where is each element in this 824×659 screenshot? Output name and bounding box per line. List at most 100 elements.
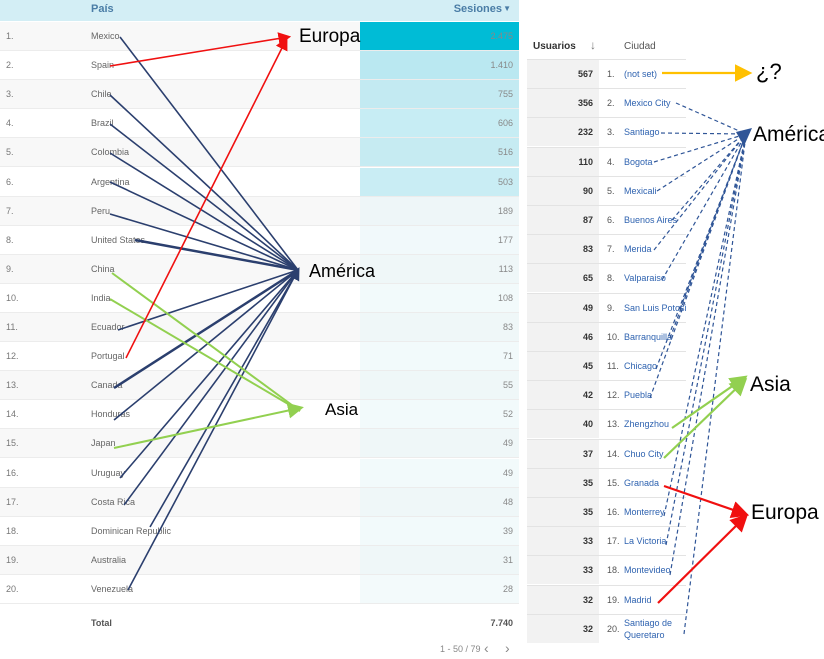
country-name[interactable]: Costa Rica bbox=[91, 496, 136, 507]
unknown-label-right: ¿? bbox=[756, 59, 782, 84]
sessions-bar bbox=[360, 545, 519, 574]
country-name[interactable]: Portugal bbox=[91, 351, 125, 362]
table-row[interactable]: 567 1. (not set) bbox=[527, 59, 686, 88]
table-row[interactable]: 19. Australia 31 bbox=[0, 545, 519, 575]
city-link[interactable]: (not set) bbox=[624, 69, 658, 79]
table-row[interactable]: 17. Costa Rica 48 bbox=[0, 487, 519, 517]
sessions-value: 39 bbox=[502, 525, 513, 536]
next-page-button[interactable]: › bbox=[505, 640, 510, 656]
country-name[interactable]: Colombia bbox=[91, 147, 130, 158]
users-value: 33 bbox=[582, 565, 593, 576]
city-link[interactable]: Mexico City bbox=[624, 98, 671, 109]
city-link[interactable]: Chuo City bbox=[624, 448, 664, 459]
table-row[interactable]: 49 9. San Luis Potosi bbox=[527, 292, 687, 322]
country-name[interactable]: Uruguay bbox=[91, 467, 126, 478]
table-row[interactable]: 90 5. Mexicali bbox=[527, 175, 686, 205]
table-row[interactable]: 1. Mexico 2.475 bbox=[0, 22, 519, 51]
table-row[interactable]: 87 6. Buenos Aires bbox=[527, 205, 686, 234]
country-name[interactable]: Venezuela bbox=[91, 583, 134, 594]
city-link[interactable]: Madrid bbox=[624, 594, 652, 605]
table-row[interactable]: 4. Brazil 606 bbox=[0, 109, 519, 139]
city-link[interactable]: Monterrey bbox=[624, 507, 665, 517]
table-row[interactable]: 40 13. Zhengzhou bbox=[527, 409, 686, 439]
country-name[interactable]: United States bbox=[91, 234, 146, 245]
table-row[interactable]: 3. Chile 755 bbox=[0, 80, 519, 110]
table-row[interactable]: 32 19. Madrid bbox=[527, 584, 686, 614]
table-row[interactable]: 83 7. Merida bbox=[527, 234, 686, 264]
country-name[interactable]: Canada bbox=[91, 380, 123, 391]
row-index: 15. bbox=[607, 477, 620, 488]
table-row[interactable]: 12. Portugal 71 bbox=[0, 342, 519, 372]
users-value: 90 bbox=[582, 185, 593, 196]
table-row[interactable]: 14. Honduras 52 bbox=[0, 400, 519, 430]
city-link[interactable]: San Luis Potosi bbox=[624, 302, 687, 313]
table-row[interactable]: 2. Spain 1.410 bbox=[0, 51, 519, 81]
dash-mexicali bbox=[656, 133, 747, 192]
city-link[interactable]: Granada bbox=[624, 477, 660, 488]
row-index: 2. bbox=[6, 60, 14, 71]
city-link[interactable]: Santiago de bbox=[624, 617, 673, 628]
line-spain-europa bbox=[109, 32, 292, 67]
city-link[interactable]: Bogota bbox=[624, 156, 653, 167]
table-row[interactable]: 8. United States 177 bbox=[0, 225, 519, 255]
country-name[interactable]: China bbox=[91, 263, 115, 274]
prev-page-button[interactable]: ‹ bbox=[484, 640, 489, 656]
table-row[interactable]: 13. Canada 55 bbox=[0, 371, 519, 401]
city-link[interactable]: Valparaiso bbox=[624, 273, 666, 284]
table-row[interactable]: 42 12. Puebla bbox=[527, 380, 686, 410]
city-link[interactable]: Puebla bbox=[624, 390, 653, 401]
users-column-header[interactable]: Usuarios bbox=[533, 41, 576, 52]
table-row[interactable]: 232 3. Santiago bbox=[527, 117, 686, 147]
row-index: 19. bbox=[6, 554, 19, 565]
country-name[interactable]: Honduras bbox=[91, 409, 131, 420]
sort-down-arrow-icon[interactable]: ↓ bbox=[590, 38, 596, 52]
table-row[interactable]: 33 17. La Victoria bbox=[527, 526, 686, 556]
country-name[interactable]: Chile bbox=[91, 89, 112, 100]
table-row[interactable]: 33 18. Montevideo bbox=[527, 555, 686, 585]
country-name[interactable]: India bbox=[91, 292, 111, 303]
country-name[interactable]: Japan bbox=[91, 438, 116, 449]
table-row[interactable]: 110 4. Bogota bbox=[527, 146, 686, 176]
country-name[interactable]: Ecuador bbox=[91, 322, 125, 332]
city-column-header[interactable]: Ciudad bbox=[624, 41, 656, 52]
country-name[interactable]: Australia bbox=[91, 554, 127, 565]
country-name[interactable]: Spain bbox=[91, 60, 115, 71]
table-row[interactable]: 35 15. Granada bbox=[527, 467, 686, 497]
line-zhengzhou-asia bbox=[671, 375, 748, 429]
table-row[interactable]: 37 14. Chuo City bbox=[527, 438, 686, 468]
table-row[interactable]: 15. Japan 49 bbox=[0, 429, 519, 459]
country-name[interactable]: Dominican Republic bbox=[91, 525, 172, 536]
users-value: 356 bbox=[577, 98, 593, 109]
city-link-line2[interactable]: Queretaro bbox=[624, 629, 665, 640]
country-name[interactable]: Peru bbox=[91, 205, 111, 216]
table-row[interactable]: 18. Dominican Republic 39 bbox=[0, 516, 519, 546]
city-link[interactable]: Merida bbox=[624, 244, 652, 255]
city-link[interactable]: Chicago bbox=[624, 361, 658, 371]
row-index: 17. bbox=[6, 496, 19, 507]
country-name[interactable]: Brazil bbox=[91, 118, 114, 129]
city-link[interactable]: La Victoria bbox=[624, 536, 667, 547]
country-name[interactable]: Mexico bbox=[91, 31, 120, 41]
table-row[interactable]: 46 10. Barranquilla bbox=[527, 321, 686, 351]
table-row[interactable]: 356 2. Mexico City bbox=[527, 88, 686, 118]
table-row[interactable]: 9. China 113 bbox=[0, 254, 519, 284]
table-row[interactable]: 32 20. Santiago de Queretaro bbox=[527, 613, 686, 643]
table-row[interactable]: 65 8. Valparaiso bbox=[527, 263, 686, 293]
users-value: 49 bbox=[582, 302, 593, 313]
table-row[interactable]: 45 11. Chicago bbox=[527, 351, 686, 380]
row-index: 6. bbox=[6, 176, 14, 187]
city-link[interactable]: Montevideo bbox=[624, 565, 671, 576]
city-link[interactable]: Zhengzhou bbox=[624, 419, 670, 430]
table-row[interactable]: 16. Uruguay 49 bbox=[0, 458, 519, 488]
table-row[interactable]: 35 16. Monterrey bbox=[527, 497, 686, 526]
city-link[interactable]: Barranquilla bbox=[624, 331, 673, 342]
sessions-column-header[interactable]: Sesiones bbox=[453, 3, 502, 15]
city-link[interactable]: Santiago bbox=[624, 127, 660, 138]
table-row[interactable]: 20. Venezuela 28 bbox=[0, 574, 519, 604]
city-link[interactable]: Buenos Aires bbox=[624, 215, 678, 225]
country-column-header[interactable]: País bbox=[91, 3, 114, 15]
city-link[interactable]: Mexicali bbox=[624, 185, 657, 196]
table-row[interactable]: 5. Colombia 516 bbox=[0, 138, 519, 168]
table-row[interactable]: 10. India 108 bbox=[0, 283, 519, 313]
sort-caret-icon[interactable]: ▼ bbox=[503, 4, 511, 13]
